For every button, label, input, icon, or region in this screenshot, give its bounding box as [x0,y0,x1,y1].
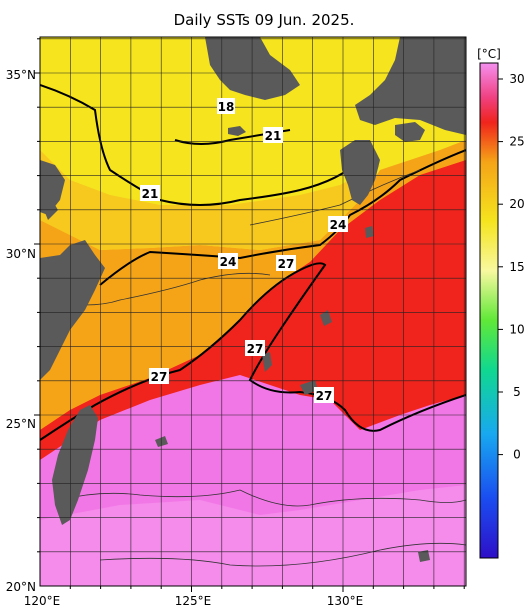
map-title: Daily SSTs 09 Jun. 2025. [173,11,355,29]
land-taiwan [52,405,98,525]
land-okinawa [262,352,272,372]
colorbar-unit: [°C] [477,47,501,61]
sst-field [40,37,466,586]
contour-label-27d: 27 [316,389,333,403]
contour-labels: 18 21 21 24 24 27 27 27 27 [140,98,348,403]
colorbar-tick-label: 15 [509,260,524,274]
land-china-north [40,160,65,215]
colorbar-tick-label: 25 [509,135,524,149]
latitude-labels: 35°N 30°N 25°N 20°N [6,68,36,594]
land-jeju [228,126,246,136]
colorbar-tick-label: 10 [509,322,524,336]
colorbar-tick-label: 5 [513,385,521,399]
land-korea [205,37,300,100]
contour-label-21b: 21 [142,187,159,201]
colorbar-scale [479,62,499,559]
colorbar-ticks: 30 25 20 15 10 5 0 [498,72,525,462]
isotherm-24 [99,149,466,286]
colorbar-tick-label: 30 [509,72,524,86]
land-kyushu [340,140,380,205]
lat-label-35: 35°N [6,68,36,82]
contour-label-27b: 27 [247,342,264,356]
plot-frame [39,36,467,587]
contour-label-21a: 21 [265,129,282,143]
contour-label-24b: 24 [220,255,237,269]
land-island-3 [418,550,430,562]
land-japan-honshu [355,37,466,135]
isotherm-thin-4 [249,169,421,226]
contour-label-27c: 27 [151,370,168,384]
lat-label-25: 25°N [6,417,36,431]
lat-label-30: 30°N [6,247,36,261]
land-china-coast [40,240,105,380]
longitude-labels: 120°E 125°E 130°E [24,594,364,608]
land-amami [300,380,318,395]
isotherm-21 [40,84,361,206]
lon-label-120: 120°E [24,594,61,608]
sst-pink-light [40,485,466,586]
lat-label-20: 20°N [6,580,36,594]
isotherm-thin-3 [99,542,466,567]
land [40,37,466,562]
colorbar-tick-label: 0 [513,448,521,462]
axis-ticks [34,38,465,592]
lon-label-130: 130°E [327,594,364,608]
land-shikoku [395,122,425,142]
lon-label-125: 125°E [175,594,212,608]
contour-label-18: 18 [218,100,235,114]
land-island-1 [320,310,332,326]
contour-label-27a: 27 [278,257,295,271]
contour-label-24a: 24 [330,218,347,232]
land-yaku [365,226,374,238]
colorbar-tick-label: 20 [509,197,524,211]
colorbar: [°C] 30 25 20 15 10 5 0 [477,47,525,559]
sst-orange-light [40,150,380,250]
